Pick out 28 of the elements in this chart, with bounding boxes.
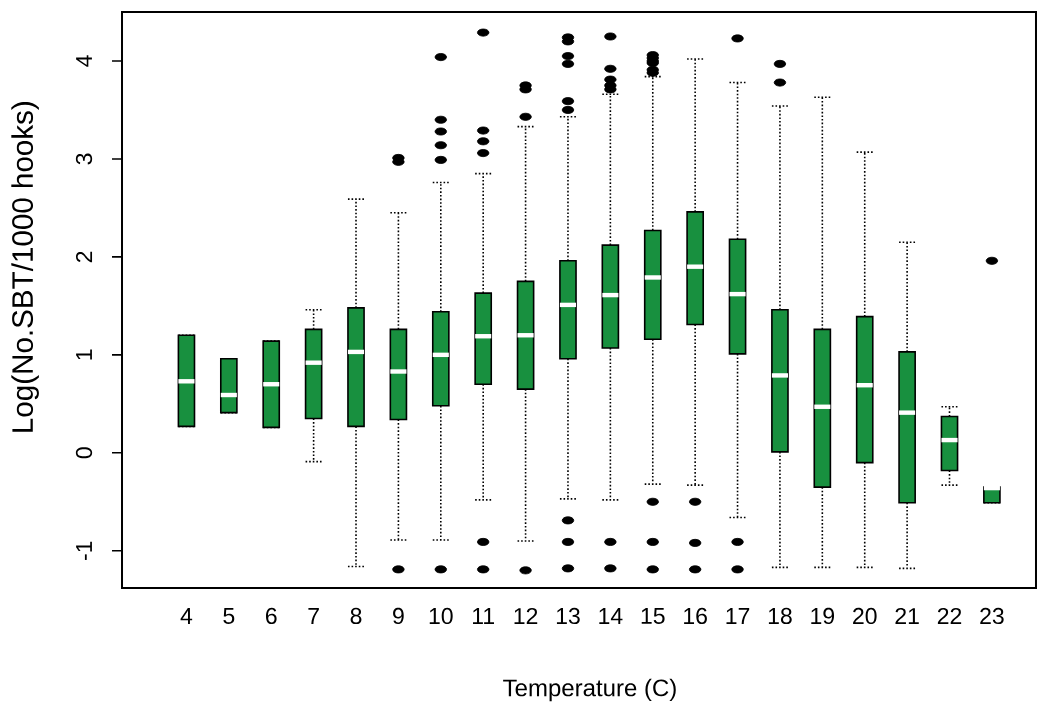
x-tick-label: 15 — [641, 607, 665, 625]
x-tick-label: 10 — [429, 607, 453, 625]
y-tick-label: -1 — [76, 541, 92, 560]
x-tick-label: 18 — [768, 607, 792, 625]
x-tick-label: 16 — [684, 607, 707, 625]
x-tick-label: 21 — [895, 607, 919, 625]
y-tick-label: 3 — [75, 153, 93, 165]
y-tick-label: 1 — [76, 349, 92, 360]
x-tick-label: 13 — [556, 607, 580, 625]
x-tick-label: 14 — [599, 608, 623, 624]
x-tick-label: 4 — [180, 608, 193, 624]
y-tick-label: 2 — [75, 251, 93, 263]
y-tick-label: 0 — [75, 447, 93, 459]
x-tick-label: 8 — [350, 607, 362, 625]
x-tick-label: 17 — [726, 608, 750, 624]
x-tick-label: 5 — [223, 607, 235, 625]
x-tick-label: 20 — [853, 607, 877, 625]
x-tick-label: 7 — [308, 608, 319, 624]
x-tick-label: 11 — [473, 608, 495, 624]
x-axis-title: Temperature (C) — [503, 678, 676, 702]
x-tick-label: 19 — [811, 607, 835, 625]
x-tick-label: 23 — [980, 607, 1004, 625]
x-tick-label: 12 — [514, 607, 538, 625]
x-tick-label: 6 — [265, 607, 277, 625]
x-tick-label: 9 — [393, 607, 404, 625]
y-axis-title: Log(No.SBT/1000 hooks) — [11, 102, 39, 432]
x-tick-label: 22 — [937, 607, 962, 625]
y-tick-label: 4 — [76, 55, 92, 67]
